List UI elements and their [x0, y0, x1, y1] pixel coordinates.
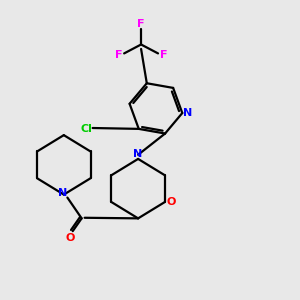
Text: N: N [183, 108, 192, 118]
Text: F: F [115, 50, 122, 60]
Text: F: F [160, 50, 167, 60]
Text: Cl: Cl [80, 124, 92, 134]
Text: O: O [66, 233, 75, 243]
Text: N: N [134, 148, 143, 159]
Text: N: N [58, 188, 67, 198]
Text: O: O [167, 197, 176, 207]
Text: F: F [137, 19, 145, 29]
